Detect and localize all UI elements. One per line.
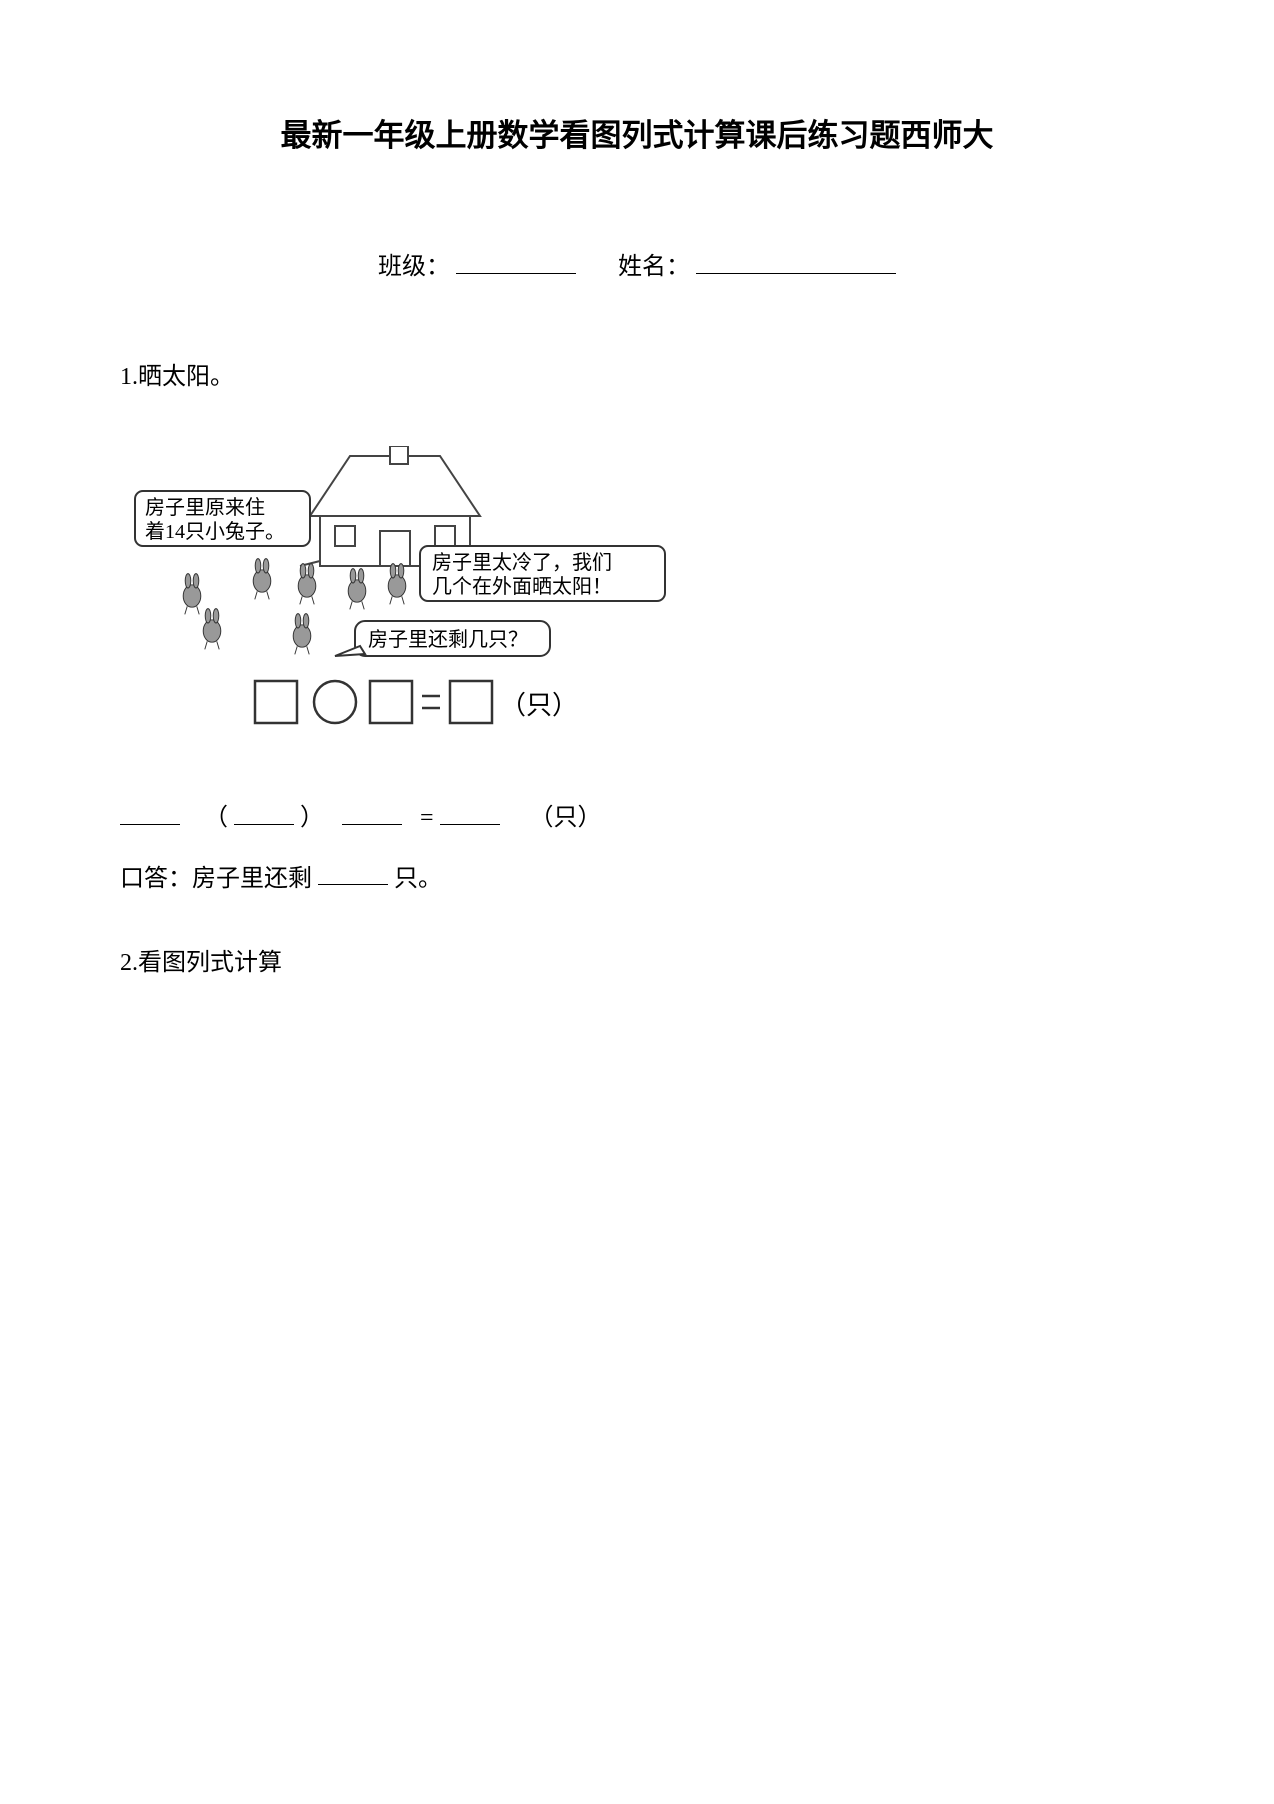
svg-text:着14只小兔子。: 着14只小兔子。: [145, 520, 285, 543]
question-1-label: 1.晒太阳。: [120, 356, 1154, 391]
equation-fill-line: （ ） = （只）: [120, 796, 1154, 832]
name-label: 姓名：: [618, 254, 690, 280]
speech-bubble-2: 房子里太冷了，我们 几个在外面晒太阳！: [420, 546, 665, 601]
close-paren: ）: [300, 805, 324, 831]
answer-prefix: 口答：房子里还剩: [120, 865, 312, 891]
svg-text:几个在外面晒太阳！: 几个在外面晒太阳！: [432, 575, 612, 598]
answer-blank[interactable]: [318, 857, 388, 886]
svg-text:房子里原来住: 房子里原来住: [145, 496, 265, 519]
equation-boxes: [255, 681, 492, 723]
class-label: 班级：: [378, 254, 450, 280]
equation-blank-operator[interactable]: [234, 796, 294, 825]
svg-text:房子里还剩几只？: 房子里还剩几只？: [368, 628, 528, 651]
class-input-line[interactable]: [456, 245, 576, 274]
question-2-label: 2.看图列式计算: [120, 942, 1154, 977]
document-title: 最新一年级上册数学看图列式计算课后练习题西师大: [120, 110, 1154, 155]
equation-blank-2[interactable]: [342, 796, 402, 825]
svg-text:房子里太冷了，我们: 房子里太冷了，我们: [432, 551, 612, 574]
equation-unit: （只）: [530, 805, 602, 831]
name-input-line[interactable]: [696, 245, 896, 274]
student-info-line: 班级： 姓名：: [120, 245, 1154, 281]
speech-bubble-1: 房子里原来住 着14只小兔子。: [135, 491, 310, 546]
speech-bubble-3: 房子里还剩几只？: [335, 621, 550, 656]
open-paren: （: [204, 805, 228, 831]
equals-sign: =: [420, 805, 434, 831]
oral-answer-line: 口答：房子里还剩 只。: [120, 857, 1154, 893]
question-1-illustration: 房子里原来住 着14只小兔子。 房子里太冷了，我们 几个在外面晒太阳！ 房子里还…: [120, 446, 680, 741]
equation-blank-result[interactable]: [440, 796, 500, 825]
equation-blank-1[interactable]: [120, 796, 180, 825]
unit-label: （只）: [500, 691, 578, 720]
answer-suffix: 只。: [394, 865, 442, 891]
